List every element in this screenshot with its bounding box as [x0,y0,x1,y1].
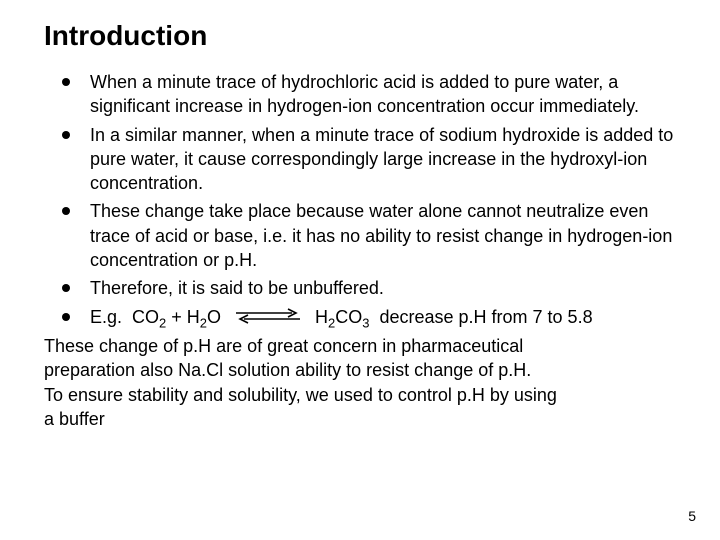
page-number: 5 [688,508,696,524]
bullet-text: These change take place because water al… [90,201,672,270]
eq-o: O [207,307,221,327]
free-line: These change of p.H are of great concern… [44,334,680,358]
slide-content: When a minute trace of hydrochloric acid… [40,70,680,431]
slide-title: Introduction [44,20,680,52]
list-item: When a minute trace of hydrochloric acid… [56,70,680,119]
bullet-text: In a similar manner, when a minute trace… [90,125,673,194]
bullet-text: When a minute trace of hydrochloric acid… [90,72,639,116]
eq-co2: CO [132,307,159,327]
list-item: In a similar manner, when a minute trace… [56,123,680,196]
slide: Introduction When a minute trace of hydr… [0,0,720,540]
free-line: a buffer [44,407,680,431]
eq-h: H [315,307,328,327]
equilibrium-arrow-icon [232,306,304,330]
free-line: To ensure stability and solubility, we u… [44,383,680,407]
free-line: preparation also Na.Cl solution ability … [44,358,680,382]
list-item: Therefore, it is said to be unbuffered. [56,276,680,300]
bullet-list: When a minute trace of hydrochloric acid… [56,70,680,330]
free-text-block: These change of p.H are of great concern… [44,334,680,431]
eq-sub: 2 [200,315,207,330]
eq-plus-h: + H [166,307,200,327]
list-item: These change take place because water al… [56,199,680,272]
list-item-equation: E.g. CO2 + H2O H2CO3 decrease p.H from 7… [56,305,680,330]
bullet-text: Therefore, it is said to be unbuffered. [90,278,384,298]
eq-co: CO [335,307,362,327]
eq-prefix: E.g. [90,307,132,327]
eq-suffix: decrease p.H from 7 to 5.8 [369,307,592,327]
